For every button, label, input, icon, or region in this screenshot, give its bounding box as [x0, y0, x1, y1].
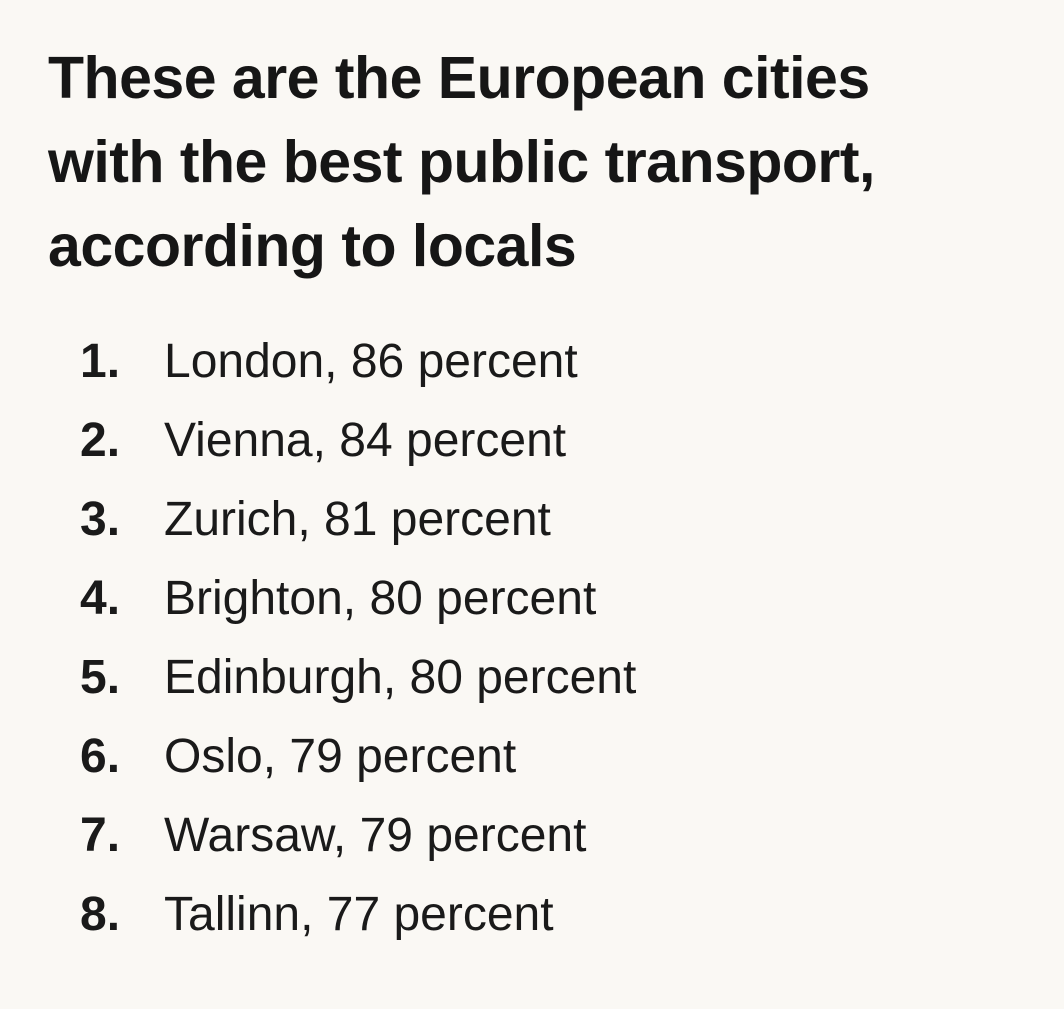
rank-number: 2. [80, 414, 121, 467]
rank-number: 1. [80, 335, 121, 388]
rank-number: 4. [80, 572, 121, 625]
page-title: These are the European cities with the b… [48, 36, 1028, 288]
rank-number: 5. [80, 651, 121, 704]
rank-number: 3. [80, 493, 121, 546]
city-entry: Warsaw, 79 percent [164, 809, 587, 862]
rank-number: 6. [80, 730, 121, 783]
list-item: 3. Zurich, 81 percent [0, 480, 1064, 559]
list-item: 4. Brighton, 80 percent [0, 559, 1064, 638]
city-entry: Edinburgh, 80 percent [164, 651, 637, 704]
title-line-3: according to locals [48, 213, 577, 279]
city-entry: Vienna, 84 percent [164, 414, 567, 467]
list-item: 6. Oslo, 79 percent [0, 717, 1064, 796]
city-entry: Oslo, 79 percent [164, 730, 517, 783]
title-line-2: with the best public transport, [48, 129, 875, 195]
rank-number: 8. [80, 888, 121, 941]
list-item: 8. Tallinn, 77 percent [0, 875, 1064, 954]
list-item: 5. Edinburgh, 80 percent [0, 638, 1064, 717]
city-entry: London, 86 percent [164, 335, 578, 388]
list-item: 7. Warsaw, 79 percent [0, 796, 1064, 875]
title-line-1: These are the European cities [48, 45, 870, 111]
city-ranking-list: 1. London, 86 percent 2. Vienna, 84 perc… [0, 322, 1064, 954]
city-entry: Tallinn, 77 percent [164, 888, 554, 941]
rank-number: 7. [80, 809, 121, 862]
city-entry: Brighton, 80 percent [164, 572, 597, 625]
list-item: 1. London, 86 percent [0, 322, 1064, 401]
list-item: 2. Vienna, 84 percent [0, 401, 1064, 480]
city-entry: Zurich, 81 percent [164, 493, 551, 546]
